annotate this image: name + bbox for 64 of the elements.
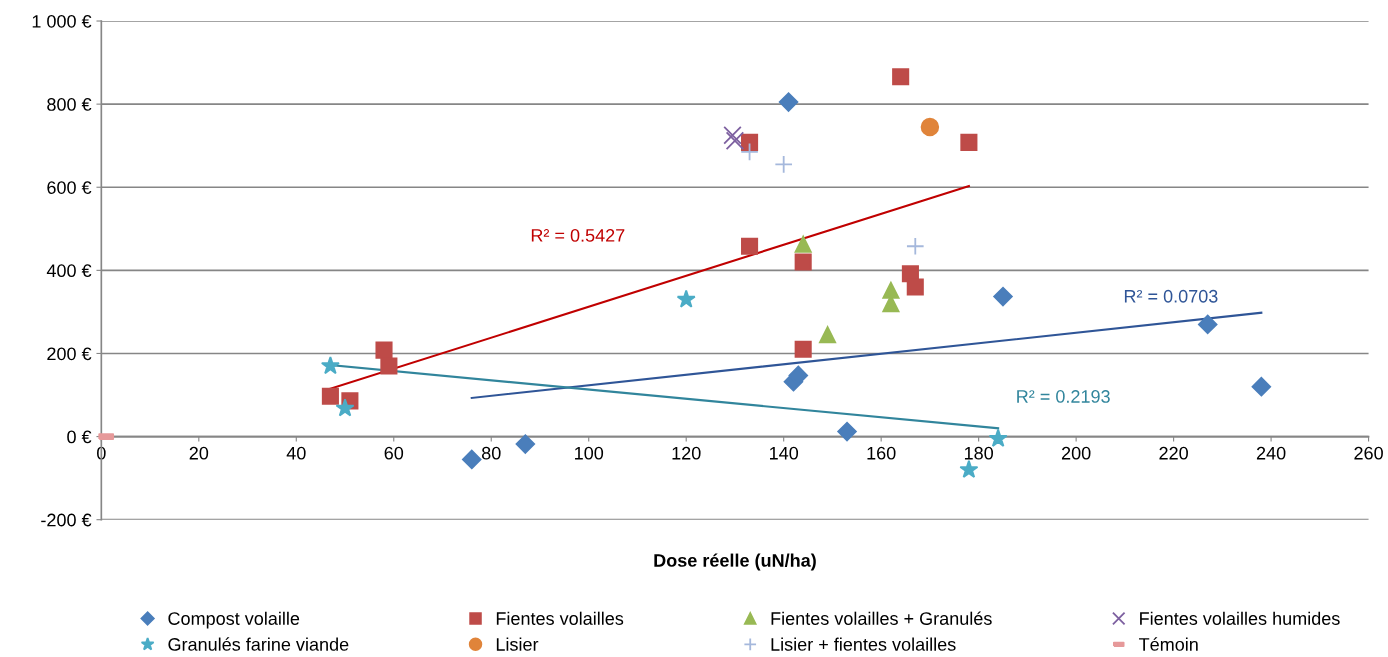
y-tick-label: 600 € xyxy=(47,181,92,194)
point xyxy=(320,355,340,375)
y-tick-label: 0 € xyxy=(67,430,92,444)
x-axis-title: Dose réelle (uN/ha) xyxy=(654,553,816,571)
annotation: R² = 0.2193 xyxy=(1017,390,1110,403)
annotation: R² = 0.5427 xyxy=(531,229,625,242)
x-tick-label: 160 xyxy=(867,446,896,460)
x-tick-label: 40 xyxy=(286,446,306,460)
y-tick-label: 800 € xyxy=(47,98,92,111)
point xyxy=(920,117,940,137)
legend-label: Fientes volailles + Granulés xyxy=(771,611,992,625)
point xyxy=(380,357,398,375)
x-tick-label: 120 xyxy=(672,446,701,460)
point xyxy=(906,278,924,296)
point xyxy=(837,421,857,442)
legend-label: Compost volaille xyxy=(168,611,300,629)
point xyxy=(740,142,759,162)
legend-label: Témoin xyxy=(1139,637,1198,651)
x-tick-label: 140 xyxy=(770,446,799,460)
point xyxy=(375,341,393,359)
point xyxy=(725,131,745,150)
point xyxy=(988,428,1008,447)
point xyxy=(1251,376,1272,397)
point xyxy=(778,92,799,112)
point xyxy=(960,133,978,151)
point xyxy=(741,133,759,151)
point xyxy=(321,387,339,405)
point xyxy=(741,237,759,255)
legend-label: Lisier + fientes volailles xyxy=(771,637,956,651)
y-tick-label: 400 € xyxy=(46,264,92,278)
x-tick-label: 220 xyxy=(1159,446,1188,460)
legend-label: Fientes volailles humides xyxy=(1140,611,1340,625)
point xyxy=(794,235,812,253)
point xyxy=(794,253,812,271)
point xyxy=(794,340,812,358)
annotation: R² = 0.0703 xyxy=(1124,289,1218,303)
point xyxy=(774,155,793,174)
y-tick-label: -200 € xyxy=(41,513,92,527)
point xyxy=(882,281,900,299)
x-tick-label: 240 xyxy=(1256,446,1286,460)
point xyxy=(819,326,837,344)
point xyxy=(335,398,355,417)
x-tick-label: 80 xyxy=(481,446,501,460)
legend-label: Fientes volailles xyxy=(496,611,624,625)
point xyxy=(723,126,742,145)
point xyxy=(1197,314,1218,335)
point xyxy=(892,68,910,86)
y-tick-label: 1 000 € xyxy=(32,14,92,28)
x-tick-label: 20 xyxy=(189,446,209,460)
point xyxy=(906,237,925,256)
x-tick-label: 260 xyxy=(1354,446,1383,460)
x-tick-label: 200 xyxy=(1061,446,1091,460)
x-tick-label: 100 xyxy=(575,446,604,460)
point xyxy=(676,289,696,308)
legend-label: Lisier xyxy=(496,637,539,651)
point xyxy=(515,434,536,454)
x-tick-label: 0 xyxy=(97,446,106,460)
legend-label: Granulés farine viande xyxy=(168,637,349,651)
y-tick-label: 200 € xyxy=(47,347,92,361)
x-tick-label: 180 xyxy=(964,446,993,460)
point xyxy=(959,459,979,479)
point xyxy=(462,449,482,470)
x-tick-label: 60 xyxy=(384,446,404,460)
point xyxy=(993,286,1013,307)
